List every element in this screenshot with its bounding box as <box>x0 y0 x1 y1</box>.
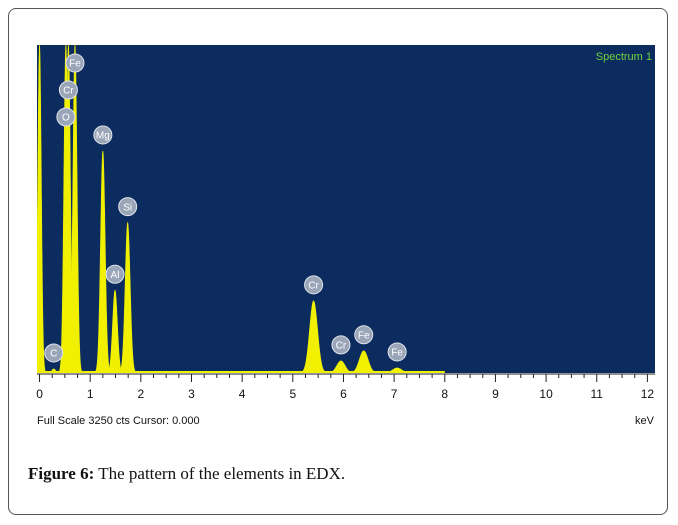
peak-label: Mg <box>96 131 110 142</box>
plot-background <box>37 45 655 373</box>
peak-label-badge <box>56 107 76 127</box>
peak <box>66 45 84 373</box>
x-tick-label: 1 <box>87 387 94 401</box>
chart: Spectrum 1 Full Scale 3250 cts Cursor: 0… <box>36 45 655 427</box>
peak-label: Cr <box>336 341 347 352</box>
x-tick-label: 10 <box>539 387 553 401</box>
peak-label-badge <box>58 80 78 100</box>
peak-label: C <box>50 349 57 360</box>
x-unit: keV <box>635 415 655 427</box>
peak <box>117 221 138 373</box>
x-tick-label: 0 <box>36 387 43 401</box>
peak-label-badge <box>387 342 407 362</box>
peak-label: Cr <box>308 280 319 291</box>
x-tick-label: 7 <box>391 387 398 401</box>
x-tick-label: 8 <box>441 387 448 401</box>
peak-label: Si <box>123 202 132 213</box>
peak <box>37 45 48 373</box>
peak-label-badge <box>331 335 351 355</box>
caption: Figure 6: The pattern of the elements in… <box>28 464 345 484</box>
peak-label-badge <box>354 325 374 345</box>
x-tick-label: 12 <box>641 387 655 401</box>
peak-label: Fe <box>69 59 81 70</box>
caption-text: The pattern of the elements in EDX. <box>98 464 346 483</box>
peak-label-badge <box>118 197 138 217</box>
footer: Full Scale 3250 cts Cursor: 0.000 <box>37 415 200 427</box>
figure-frame <box>8 8 668 515</box>
spectrum-label: Spectrum 1 <box>596 51 652 63</box>
x-tick-label: 2 <box>138 387 145 401</box>
peak-label-badge <box>93 125 113 145</box>
peak-label-badge <box>304 275 324 295</box>
peak-label: Cr <box>63 86 74 97</box>
caption-label: Figure 6: <box>28 464 95 483</box>
peak-label: Fe <box>358 330 370 341</box>
peak-label-badge <box>44 343 64 363</box>
x-tick-label: 4 <box>239 387 246 401</box>
x-tick-label: 3 <box>188 387 195 401</box>
x-tick-label: 11 <box>591 387 604 401</box>
peak-label: Fe <box>391 348 403 359</box>
peak-label: O <box>62 113 70 124</box>
peak-label-badge <box>105 264 125 284</box>
peak-label: Al <box>111 270 120 281</box>
x-tick-label: 5 <box>289 387 296 401</box>
peak-label-badge <box>65 53 85 73</box>
x-tick-label: 9 <box>492 387 499 401</box>
x-tick-label: 6 <box>340 387 347 401</box>
